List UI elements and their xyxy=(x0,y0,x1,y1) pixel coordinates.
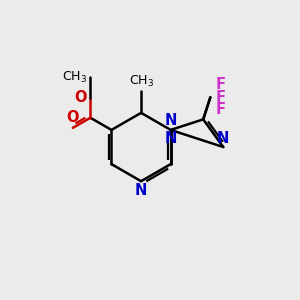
Text: F: F xyxy=(216,102,226,117)
Text: N: N xyxy=(164,131,177,146)
Text: CH$_3$: CH$_3$ xyxy=(62,70,87,85)
Text: F: F xyxy=(216,90,226,105)
Text: O: O xyxy=(67,110,79,125)
Text: CH$_3$: CH$_3$ xyxy=(128,74,154,89)
Text: N: N xyxy=(217,130,230,146)
Text: O: O xyxy=(74,90,87,105)
Text: N: N xyxy=(164,113,177,128)
Text: N: N xyxy=(135,183,147,198)
Text: F: F xyxy=(216,77,226,92)
